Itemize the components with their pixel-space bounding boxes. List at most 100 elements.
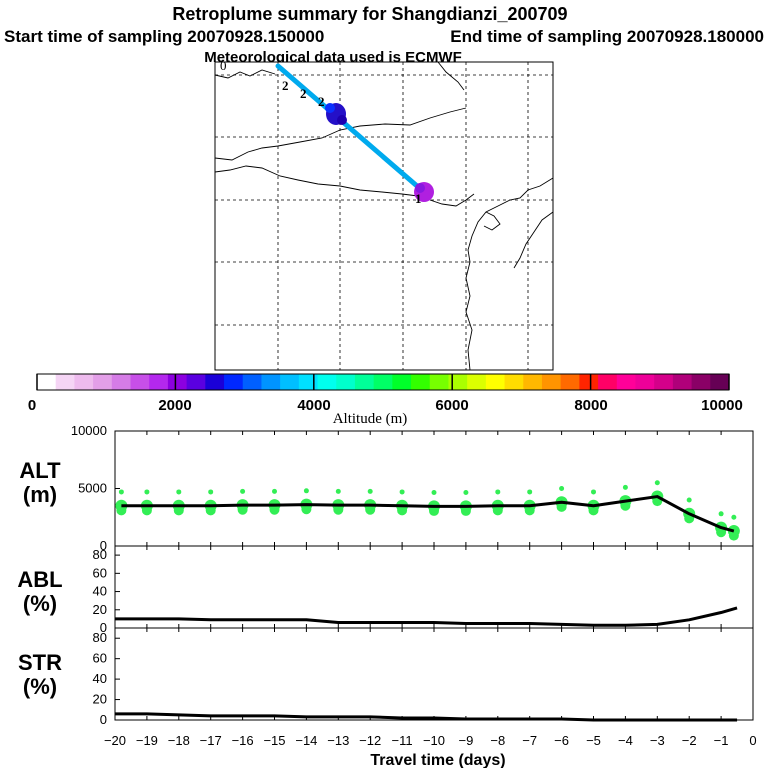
marker-label-1: 1 (415, 191, 422, 206)
colorbar-swatch (411, 374, 431, 390)
alt-plume-dot (718, 511, 724, 517)
str-ytick-label: 40 (93, 671, 107, 686)
colorbar-swatch (392, 374, 412, 390)
xaxis-tick-label: −12 (359, 733, 381, 748)
plume-cluster-2 (325, 103, 347, 125)
str-ylabel-unit: (%) (23, 674, 57, 699)
abl-ylabel-name: ABL (17, 567, 62, 592)
colorbar-swatch (317, 374, 337, 390)
colorbar-swatch (93, 374, 113, 390)
abl-panel: 80 60 40 20 0 (93, 545, 754, 635)
xaxis-tick-label: −1 (714, 733, 729, 748)
colorbar-swatch (186, 374, 206, 390)
colorbar-swatch (242, 374, 262, 390)
alt-ytick-label: 5000 (78, 481, 107, 496)
colorbar-swatch (111, 374, 132, 390)
colorbar-swatch (616, 374, 636, 390)
colorbar-swatch (130, 374, 150, 390)
xaxis-tick-label: −10 (423, 733, 445, 748)
map-frame (214, 61, 554, 371)
alt-plume-dot (144, 489, 150, 495)
alt-plume-dot (208, 489, 214, 495)
marker-label-2c: 2 (318, 94, 325, 109)
alt-plume-dot (588, 505, 599, 516)
colorbar-swatch (429, 374, 449, 390)
alt-plume-dot (367, 488, 373, 494)
colorbar-swatch (205, 374, 225, 390)
marker-label-2b: 2 (300, 86, 307, 101)
alt-plume-dot (240, 488, 246, 494)
alt-plume-dot (429, 505, 439, 516)
colorbar-swatch (654, 374, 674, 390)
colorbar-swatch (691, 374, 711, 390)
alt-plume-dot (301, 504, 312, 515)
xaxis-tick-label: 0 (749, 733, 756, 748)
alt-plume-dot (527, 489, 533, 495)
alt-plume-dot (173, 505, 184, 516)
alt-plume-dot (335, 488, 341, 494)
colorbar-swatch (448, 374, 468, 390)
abl-ytick-label: 0 (100, 620, 107, 635)
xaxis-tick-label: −14 (295, 733, 317, 748)
colorbar-swatch (37, 374, 57, 390)
str-frame (114, 627, 754, 721)
colorbar-swatch (672, 374, 693, 390)
xaxis-tick-label: −18 (168, 733, 190, 748)
abl-series-line (115, 606, 738, 627)
alt-plume-dot (556, 501, 567, 512)
colorbar-tick-10000: 10000 (701, 397, 743, 414)
xaxis-tick-label: −2 (682, 733, 697, 748)
colorbar-swatch (710, 374, 730, 390)
colorbar-swatch (523, 374, 543, 390)
alt-plume-dot (397, 505, 408, 516)
alt-plume-dot (591, 489, 596, 495)
colorbar-swatch (635, 374, 655, 390)
alt-ylabel-unit: (m) (23, 482, 57, 507)
colorbar-swatch (373, 374, 393, 390)
alt-series-line (121, 495, 735, 533)
colorbar-swatch (598, 374, 618, 390)
colorbar-swatch (504, 374, 524, 390)
plume-cluster-1 (414, 182, 434, 202)
str-ytick-label: 0 (100, 712, 107, 727)
alt-plume-dot (559, 486, 565, 491)
xaxis-tick-label: −15 (263, 733, 285, 748)
alt-plume-dot (524, 505, 535, 516)
str-panel: 80 60 40 20 0 (93, 627, 754, 727)
end-time: End time of sampling 20070928.180000 (450, 27, 764, 46)
colorbar-swatch (167, 374, 188, 390)
xaxis-tick-label: −13 (327, 733, 349, 748)
trajectory-map: 0 2 2 2 1 (214, 58, 554, 371)
str-ytick-label: 60 (93, 651, 107, 666)
str-ytick-label: 20 (93, 692, 107, 707)
start-time: Start time of sampling 20070928.150000 (4, 27, 324, 46)
colorbar-swatch (280, 374, 300, 390)
str-series-line (115, 712, 738, 722)
colorbar-swatch (298, 374, 319, 390)
alt-plume-dot (269, 504, 280, 515)
xaxis-tick-label: −11 (392, 733, 413, 748)
colorbar-swatch (74, 374, 94, 390)
alt-plume-dot (365, 504, 376, 515)
abl-frame (114, 545, 754, 629)
colorbar-swatch (336, 374, 356, 390)
colorbar-swatch (149, 374, 169, 390)
alt-plume-dot (333, 504, 344, 515)
alt-plume-dot (728, 530, 739, 541)
str-ytick-label: 80 (93, 630, 107, 645)
alt-plume-dot (141, 505, 152, 516)
alt-plume-dot (116, 505, 127, 516)
alt-ylabel-name: ALT (19, 458, 61, 483)
colorbar-swatch (485, 374, 506, 390)
colorbar-swatch (55, 374, 75, 390)
xaxis-tick-label: −6 (554, 733, 569, 748)
colorbar-tick-2000: 2000 (158, 397, 191, 414)
abl-ylabel-unit: (%) (23, 591, 57, 616)
alt-plume-dot (118, 489, 124, 495)
colorbar-tick-0: 0 (28, 397, 36, 414)
alt-plume-dot (622, 484, 628, 490)
xaxis-tick-label: −20 (104, 733, 126, 748)
alt-plume-dot (654, 480, 660, 486)
colorbar-label: Altitude (m) (333, 411, 408, 427)
